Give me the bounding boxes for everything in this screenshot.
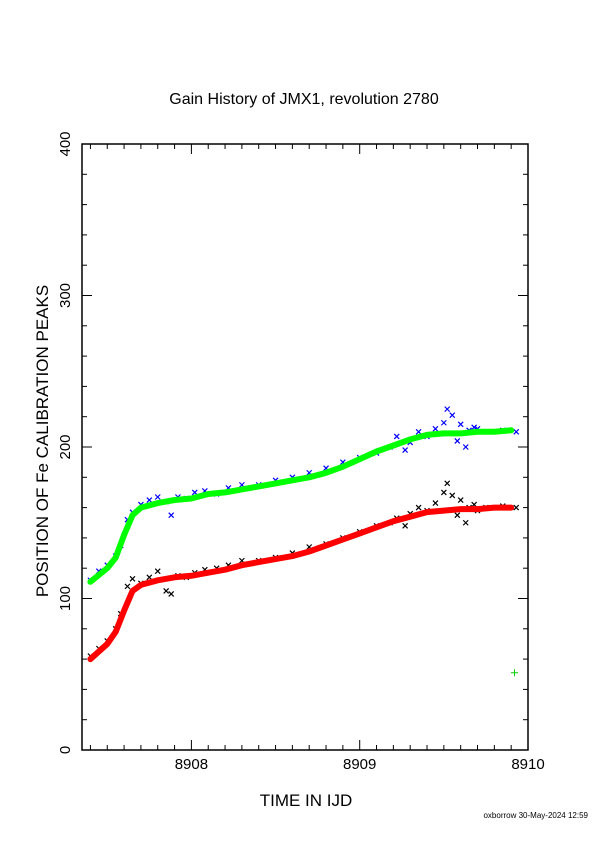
series-1-point [432, 500, 439, 506]
series-1-point [457, 497, 464, 503]
minor-ticks [82, 144, 528, 750]
series-0-point [444, 406, 451, 413]
series-0-point [440, 419, 447, 426]
y-tick-label: 200 [57, 434, 74, 459]
series-0-point [146, 497, 153, 503]
series-0-point [513, 428, 520, 435]
series-1-point [129, 575, 136, 582]
series-0-point [457, 421, 464, 428]
y-tick-label: 100 [57, 586, 74, 611]
series-1-point [462, 519, 469, 526]
y-tick-label: 300 [57, 283, 74, 308]
series-1-point [454, 512, 461, 519]
x-tick-label: 8909 [343, 756, 376, 773]
y-tick-label: 400 [57, 131, 74, 156]
series-1-point [513, 504, 520, 511]
series-4-point [511, 669, 519, 677]
series-1-point [154, 568, 161, 575]
series-1-point [124, 583, 131, 590]
series-0-point [449, 412, 456, 419]
y-axis-ticks: 0 100 200 300 400 [57, 131, 528, 754]
x-axis-label: TIME IN IJD [260, 791, 353, 810]
series-0-point [393, 433, 400, 440]
series-0-point [415, 428, 422, 435]
series-0-point [432, 425, 439, 432]
x-tick-label: 8908 [175, 756, 208, 773]
series-1-point [163, 588, 170, 594]
series-3-line [87, 504, 515, 663]
data-marks [87, 406, 520, 677]
series-1-point [440, 489, 447, 496]
series-0-point [402, 447, 409, 453]
y-tick-label: 0 [57, 746, 74, 754]
series-1-point [415, 504, 422, 511]
series-0-point [462, 444, 469, 450]
x-tick-label: 8910 [511, 756, 544, 773]
series-1-point [449, 492, 456, 499]
series-0-point [454, 438, 461, 444]
series-1-point [402, 522, 409, 529]
x-axis-ticks: 8908 8909 8910 [175, 144, 545, 773]
series-0-point [168, 512, 175, 519]
series-0-point [154, 494, 161, 500]
plot-frame [81, 143, 529, 751]
series-1-point [444, 480, 451, 487]
series-1-point [168, 591, 175, 597]
series-2-line [87, 427, 515, 585]
chart-title: Gain History of JMX1, revolution 2780 [169, 91, 439, 108]
series-1-point [146, 574, 153, 581]
footer-stamp: oxborrow 30-May-2024 12:59 [483, 811, 588, 820]
y-axis-label: POSITION OF Fe CALIBRATION PEAKS [33, 285, 52, 597]
